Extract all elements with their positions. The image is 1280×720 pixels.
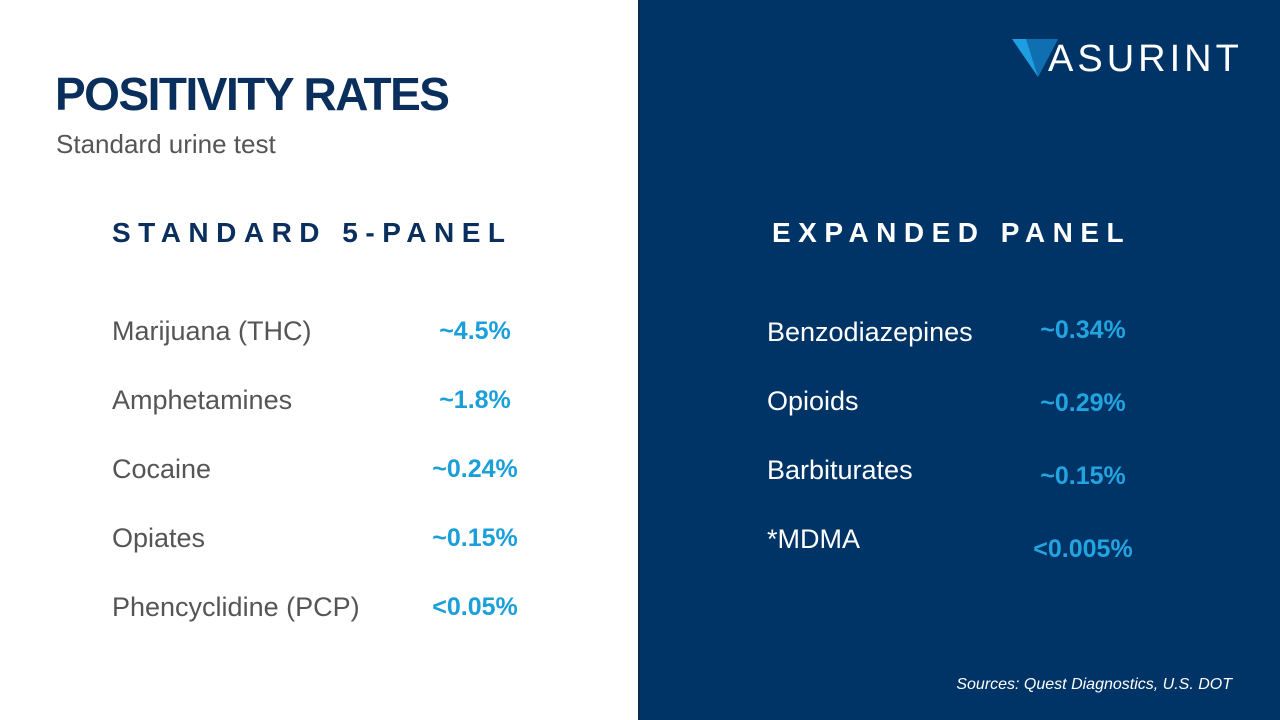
standard-panel-heading: STANDARD 5-PANEL [112, 217, 513, 248]
standard-row-value: ~1.8% [439, 386, 511, 414]
expanded-panel-heading: EXPANDED PANEL [772, 217, 1132, 248]
asurint-triangle-logo-icon [1012, 39, 1058, 77]
logo-wordmark: ASURINT [1048, 38, 1243, 80]
expanded-row-label: *MDMA [767, 524, 860, 554]
asurint-logo: ASURINT [1012, 37, 1242, 81]
expanded-row-value: ~0.15% [1040, 462, 1126, 490]
expanded-row-value: ~0.34% [1040, 316, 1126, 344]
expanded-panel-section [638, 0, 1280, 720]
expanded-row-label: Barbiturates [767, 455, 913, 485]
page-title: POSITIVITY RATES [55, 68, 450, 120]
standard-row-value: ~0.15% [432, 524, 518, 552]
standard-row-label: Phencyclidine (PCP) [112, 592, 360, 622]
standard-row-value: ~0.24% [432, 455, 518, 483]
expanded-row-label: Opioids [767, 386, 859, 416]
standard-row-value: <0.05% [432, 593, 518, 621]
page-subtitle: Standard urine test [56, 129, 276, 159]
expanded-row-value: <0.005% [1033, 535, 1133, 563]
sources-footnote: Sources: Quest Diagnostics, U.S. DOT [956, 676, 1232, 693]
standard-row-label: Amphetamines [112, 385, 293, 415]
standard-row-label: Opiates [112, 523, 206, 553]
standard-row-label: Cocaine [112, 454, 212, 484]
standard-panel-section [0, 0, 638, 720]
standard-row-value: ~4.5% [439, 317, 511, 345]
standard-row-label: Marijuana (THC) [112, 316, 312, 346]
expanded-row-value: ~0.29% [1040, 389, 1126, 417]
expanded-row-label: Benzodiazepines [767, 317, 973, 347]
